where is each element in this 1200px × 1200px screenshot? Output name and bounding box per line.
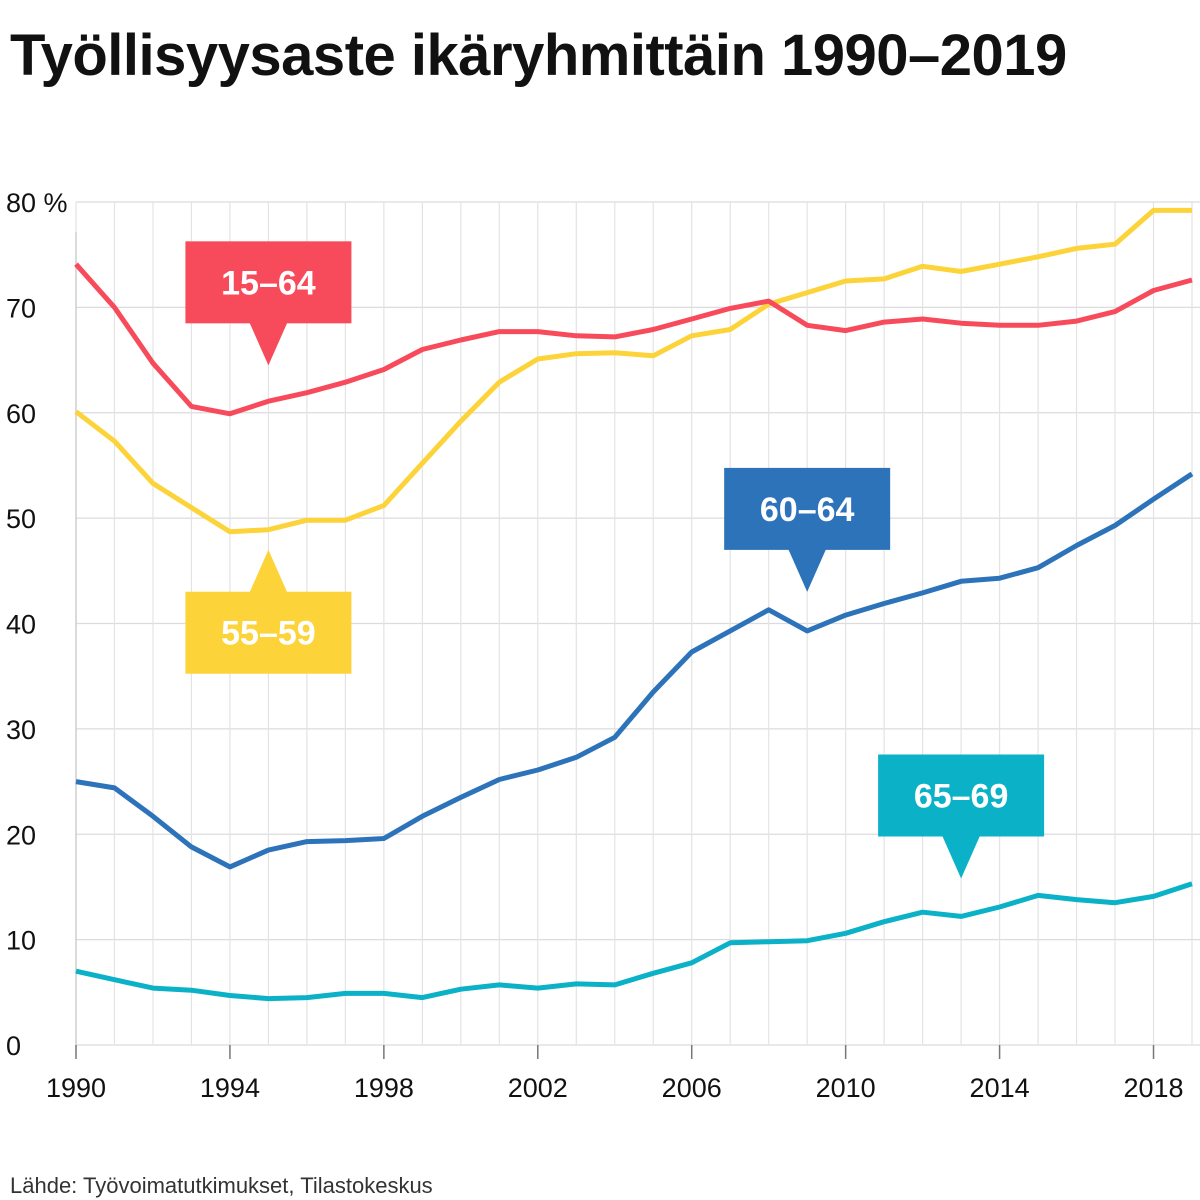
callout-pointer xyxy=(942,835,981,879)
callout-pointer xyxy=(249,322,288,366)
callout-box xyxy=(724,467,891,550)
callout-15–64: 15–64 xyxy=(185,241,352,366)
series-line-55–59 xyxy=(74,207,1192,535)
callout-55–59: 55–59 xyxy=(185,549,352,674)
axes: 0 10 20 30 40 50 60 70 80 % 1990 1994 1998 2002 2006 2… xyxy=(6,188,1184,1103)
callout-65–69: 65–69 xyxy=(878,754,1045,879)
y-tick-label: 70 xyxy=(6,293,36,323)
callout-box xyxy=(878,754,1045,837)
y-tick-label: 40 xyxy=(6,610,36,640)
x-tick-label: 2018 xyxy=(1123,1073,1183,1103)
x-tick-label: 2014 xyxy=(970,1073,1030,1103)
y-tick-label: 0 xyxy=(6,1031,21,1061)
x-tick-label: 1994 xyxy=(200,1073,260,1103)
y-tick-label: 60 xyxy=(6,399,36,429)
x-tick-label: 2010 xyxy=(816,1073,876,1103)
x-tick-label: 1998 xyxy=(354,1073,414,1103)
callout-box xyxy=(185,241,352,324)
y-tick-label: 30 xyxy=(6,715,36,745)
callout-label: 60–64 xyxy=(760,491,855,529)
series-callouts: 15–64 55–59 60–64 65–69 xyxy=(185,241,1045,879)
chart-title: Työllisyysaste ikäryhmittäin 1990–2019 xyxy=(10,23,1067,88)
callout-box xyxy=(185,591,352,674)
callout-label: 15–64 xyxy=(221,264,316,302)
series-line-65–69 xyxy=(75,881,1193,1002)
series-line-15–64 xyxy=(74,262,1193,417)
callout-pointer xyxy=(788,548,827,592)
data-series xyxy=(74,207,1194,1002)
callout-label: 55–59 xyxy=(221,615,316,653)
x-tick-label: 2002 xyxy=(508,1073,568,1103)
y-tick-label: 20 xyxy=(6,820,36,850)
series-line-60–64 xyxy=(75,471,1194,870)
y-tick-label: 80 % xyxy=(6,188,68,218)
source-note: Lähde: Työvoimatutkimukset, Tilastokesku… xyxy=(10,1173,433,1198)
y-tick-label: 50 xyxy=(6,504,36,534)
callout-60–64: 60–64 xyxy=(724,467,891,592)
callout-pointer xyxy=(249,549,288,593)
y-tick-label: 10 xyxy=(6,926,36,956)
callout-label: 65–69 xyxy=(914,778,1009,816)
x-tick-label: 1990 xyxy=(46,1073,106,1103)
x-tick-label: 2006 xyxy=(662,1073,722,1103)
